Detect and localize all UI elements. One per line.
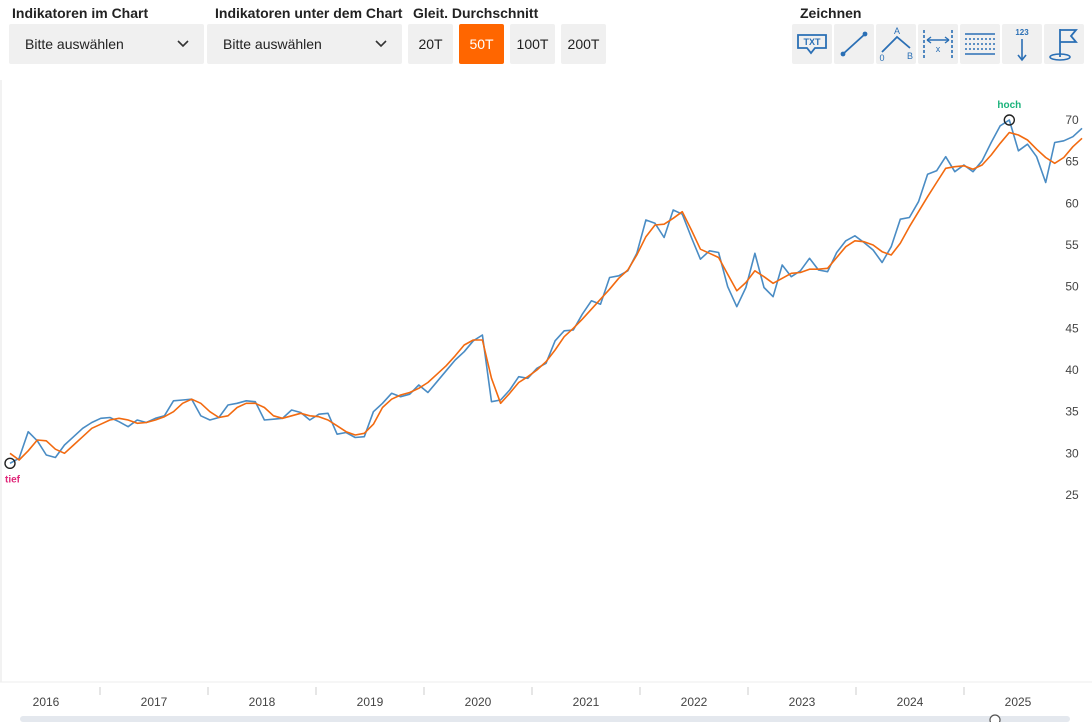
y-tick-label: 70: [1065, 113, 1079, 127]
svg-text:B: B: [907, 51, 913, 61]
flag-marker-tool-button[interactable]: [1044, 24, 1084, 64]
fibonacci-tool-icon: [965, 33, 995, 55]
ma-20t-button[interactable]: 20T: [408, 24, 453, 64]
x-tick-label: 2024: [897, 695, 924, 709]
y-tick-label: 65: [1065, 155, 1079, 169]
y-tick-label: 30: [1065, 446, 1079, 460]
line-tool-button[interactable]: [834, 24, 874, 64]
indicators-below-chart-label: Indikatoren unter dem Chart: [215, 5, 403, 21]
toolbar: Indikatoren im Chart Bitte auswählen Ind…: [0, 0, 1092, 70]
ma-50t-button[interactable]: 50T: [459, 24, 504, 64]
low-label: tief: [5, 474, 21, 485]
indicators-in-chart-label: Indikatoren im Chart: [12, 5, 149, 21]
high-marker: [1003, 114, 1016, 126]
price-line: [9, 119, 1083, 465]
low-marker: [4, 457, 16, 470]
counter-arrow-tool-icon: 123: [1015, 28, 1029, 62]
x-tick-label: 2019: [357, 695, 384, 709]
price-chart[interactable]: 25 30 35 40 45 50 55 60 65 70 2016 2017 2018 2019 202…: [0, 70, 1092, 722]
abc-pattern-tool-icon: A 0 B: [879, 26, 913, 62]
x-tick-label: 2018: [249, 695, 276, 709]
chevron-down-icon: [176, 37, 190, 51]
svg-text:A: A: [894, 26, 900, 36]
chart-canvas[interactable]: 25 30 35 40 45 50 55 60 65 70 2016 2017 2018 2019 202…: [0, 70, 1092, 722]
indicators-in-chart-value: Bitte auswählen: [25, 36, 124, 52]
x-tick-label: 2021: [573, 695, 600, 709]
draw-label: Zeichnen: [800, 5, 862, 21]
navigator-handle[interactable]: [989, 714, 1001, 722]
x-tick-label: 2016: [33, 695, 60, 709]
horizontal-measure-tool-icon: x: [923, 30, 953, 58]
indicators-below-chart-value: Bitte auswählen: [223, 36, 322, 52]
high-label: hoch: [997, 100, 1021, 111]
svg-text:0: 0: [879, 53, 884, 62]
y-tick-label: 25: [1065, 488, 1079, 502]
abc-pattern-tool-button[interactable]: A 0 B: [876, 24, 916, 64]
line-tool-icon: [840, 31, 868, 57]
moving-average-label: Gleit. Durchschnitt: [413, 5, 539, 21]
x-tick-label: 2017: [141, 695, 168, 709]
counter-arrow-tool-button[interactable]: 123: [1002, 24, 1042, 64]
fibonacci-tool-button[interactable]: [960, 24, 1000, 64]
y-tick-label: 40: [1065, 363, 1079, 377]
y-tick-label: 35: [1065, 405, 1079, 419]
horizontal-measure-tool-button[interactable]: x: [918, 24, 958, 64]
indicators-below-chart-select[interactable]: Bitte auswählen: [207, 24, 402, 64]
svg-text:x: x: [936, 44, 941, 54]
x-tick-label: 2025: [1005, 695, 1032, 709]
navigator-scrollbar[interactable]: [20, 716, 1070, 722]
chevron-down-icon: [374, 37, 388, 51]
y-tick-label: 60: [1065, 196, 1079, 210]
ma-200t-button[interactable]: 200T: [561, 24, 606, 64]
svg-text:TXT: TXT: [804, 37, 822, 47]
text-tool-icon: TXT: [797, 34, 827, 55]
svg-text:123: 123: [1015, 28, 1029, 37]
ma-100t-button[interactable]: 100T: [510, 24, 555, 64]
text-tool-button[interactable]: TXT: [792, 24, 832, 64]
flag-marker-tool-icon: [1049, 29, 1078, 61]
moving-average-line: [9, 131, 1083, 461]
x-tick-label: 2022: [681, 695, 708, 709]
y-tick-label: 50: [1065, 280, 1079, 294]
y-tick-label: 45: [1065, 321, 1079, 335]
x-tick-label: 2020: [465, 695, 492, 709]
y-tick-label: 55: [1065, 238, 1079, 252]
x-tick-label: 2023: [789, 695, 816, 709]
indicators-in-chart-select[interactable]: Bitte auswählen: [9, 24, 204, 64]
